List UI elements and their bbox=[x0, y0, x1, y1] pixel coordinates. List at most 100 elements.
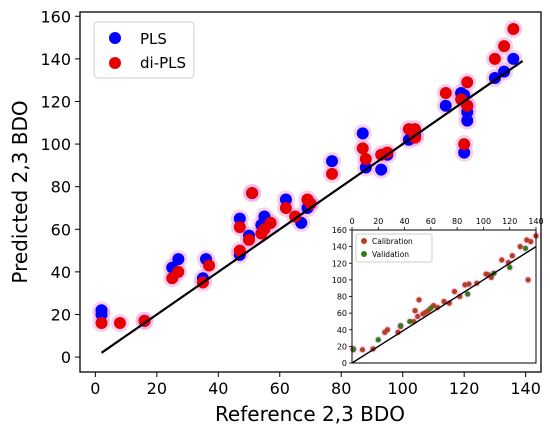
y-tick-label-80: 80 bbox=[51, 178, 71, 197]
x-tick-label-80: 80 bbox=[331, 379, 351, 398]
x-axis-label: Reference 2,3 BDO bbox=[215, 402, 405, 426]
point-di-pls-6 bbox=[203, 259, 216, 272]
inset-top-tick-label-100: 100 bbox=[476, 217, 491, 226]
main-axes: 0 20 40 60 80 100 120 140 0 20 40 60 80 100 120 140 160 bbox=[40, 7, 540, 398]
main-legend: PLS di-PLS bbox=[93, 21, 195, 79]
inset-top-tick-label-120: 120 bbox=[502, 217, 517, 226]
inset-point-validation-7 bbox=[507, 264, 513, 271]
x-tick-label-0: 0 bbox=[90, 379, 100, 398]
legend-label-validation: Validation bbox=[372, 250, 409, 259]
inset-top-tick-label-140: 140 bbox=[528, 217, 543, 226]
inset-plot: 0 20 40 60 80 100 120 140020406080100120140160 … bbox=[332, 217, 544, 368]
inset-legend-box bbox=[355, 233, 433, 263]
legend-label-pls: PLS bbox=[140, 30, 167, 48]
inset-point-calibration-1 bbox=[359, 347, 366, 353]
inset-top-tick-label-0: 0 bbox=[349, 217, 354, 226]
y-tick-label-140: 140 bbox=[40, 50, 71, 69]
point-di-pls-20 bbox=[359, 152, 372, 165]
inset-y-tick-label-160: 160 bbox=[332, 226, 347, 235]
point-pls-26 bbox=[439, 99, 452, 112]
point-di-pls-10 bbox=[246, 187, 259, 200]
inset-point-validation-1 bbox=[375, 337, 381, 343]
inset-reference-line bbox=[351, 246, 537, 364]
inset-point-calibration-31 bbox=[528, 239, 534, 245]
y-tick-label-60: 60 bbox=[51, 220, 71, 239]
point-di-pls-19 bbox=[356, 142, 369, 155]
point-di-pls-33 bbox=[507, 23, 520, 36]
point-di-pls-1 bbox=[113, 317, 126, 330]
inset-point-calibration-28 bbox=[509, 253, 515, 259]
inset-y-tick-label-0: 0 bbox=[342, 359, 347, 368]
inset-point-calibration-8 bbox=[412, 308, 418, 314]
y-tick-label-20: 20 bbox=[51, 305, 71, 324]
inset-point-validation-5 bbox=[465, 291, 471, 297]
point-pls-18 bbox=[326, 155, 339, 168]
main-reference-line bbox=[100, 60, 524, 354]
inset-axes: 0 20 40 60 80 100 120 140 0 20 40 60 80 100 120 140 160 bbox=[332, 217, 544, 368]
legend-marker-validation bbox=[361, 251, 367, 257]
y-tick-label-100: 100 bbox=[40, 135, 71, 154]
inset-point-calibration-4 bbox=[384, 327, 391, 333]
inset-point-validation-4 bbox=[428, 305, 434, 311]
inset-y-tick-label-80: 80 bbox=[337, 293, 347, 302]
main-plot: 0 20 40 60 80 100 120 140020406080100120140160 … bbox=[8, 7, 542, 426]
point-di-pls-31 bbox=[488, 52, 501, 65]
inset-point-calibration-10 bbox=[416, 297, 422, 303]
y-tick-label-40: 40 bbox=[51, 263, 71, 282]
inset-y-tick-label-20: 20 bbox=[337, 342, 347, 351]
x-tick-label-60: 60 bbox=[270, 379, 290, 398]
legend-marker-calibration bbox=[361, 238, 367, 244]
point-di-pls-14 bbox=[279, 201, 292, 214]
point-pls-35 bbox=[507, 52, 520, 65]
inset-top-tick-label-20: 20 bbox=[373, 217, 383, 226]
point-di-pls-30 bbox=[458, 138, 471, 151]
inset-y-tick-label-120: 120 bbox=[332, 259, 347, 268]
inset-legend: Calibration Validation bbox=[355, 233, 433, 263]
main-plot-frame bbox=[79, 11, 542, 373]
inset-point-calibration-18 bbox=[451, 288, 458, 295]
point-pls-31 bbox=[461, 114, 474, 127]
inset-top-tick-label-60: 60 bbox=[426, 217, 436, 226]
point-pls-32 bbox=[458, 146, 471, 159]
inset-point-calibration-16 bbox=[441, 298, 447, 305]
x-tick-label-120: 120 bbox=[449, 379, 480, 398]
x-tick-label-140: 140 bbox=[510, 379, 541, 398]
inset-top-tick-label-40: 40 bbox=[399, 217, 409, 226]
y-tick-label-0: 0 bbox=[61, 348, 71, 367]
inset-y-tick-label-40: 40 bbox=[337, 326, 347, 335]
point-di-pls-18 bbox=[326, 167, 339, 180]
point-di-pls-4 bbox=[172, 265, 185, 278]
x-tick-label-100: 100 bbox=[387, 379, 418, 398]
inset-point-validation-0 bbox=[350, 346, 356, 352]
point-di-pls-32 bbox=[498, 40, 511, 53]
inset-y-tick-label-60: 60 bbox=[337, 309, 347, 318]
inset-point-calibration-29 bbox=[517, 244, 523, 250]
point-di-pls-26 bbox=[439, 86, 452, 99]
point-pls-1 bbox=[95, 308, 108, 321]
point-pls-21 bbox=[375, 163, 388, 176]
inset-point-validation-8 bbox=[522, 245, 529, 251]
inset-marks bbox=[349, 232, 540, 364]
inset-y-tick-label-100: 100 bbox=[332, 276, 347, 285]
inset-point-calibration-26 bbox=[499, 257, 505, 263]
legend-label-calibration: Calibration bbox=[372, 237, 413, 246]
x-tick-label-40: 40 bbox=[208, 379, 228, 398]
point-pls-19 bbox=[356, 127, 369, 140]
point-di-pls-9 bbox=[243, 233, 256, 246]
inset-point-calibration-9 bbox=[415, 313, 421, 320]
inset-y-tick-label-140: 140 bbox=[332, 243, 347, 252]
inset-top-tick-label-80: 80 bbox=[452, 217, 462, 226]
point-pls-14 bbox=[279, 193, 292, 206]
point-di-pls-0 bbox=[95, 317, 108, 330]
point-di-pls-29 bbox=[461, 76, 474, 89]
inset-point-calibration-30 bbox=[524, 237, 530, 243]
legend-marker-di-pls bbox=[109, 57, 121, 69]
main-marks bbox=[92, 20, 524, 354]
point-di-pls-8 bbox=[233, 221, 246, 234]
point-di-pls-13 bbox=[264, 216, 277, 229]
legend-marker-pls bbox=[109, 32, 121, 44]
inset-point-validation-2 bbox=[398, 322, 404, 329]
inset-point-calibration-32 bbox=[525, 277, 531, 283]
y-tick-label-160: 160 bbox=[40, 7, 71, 26]
